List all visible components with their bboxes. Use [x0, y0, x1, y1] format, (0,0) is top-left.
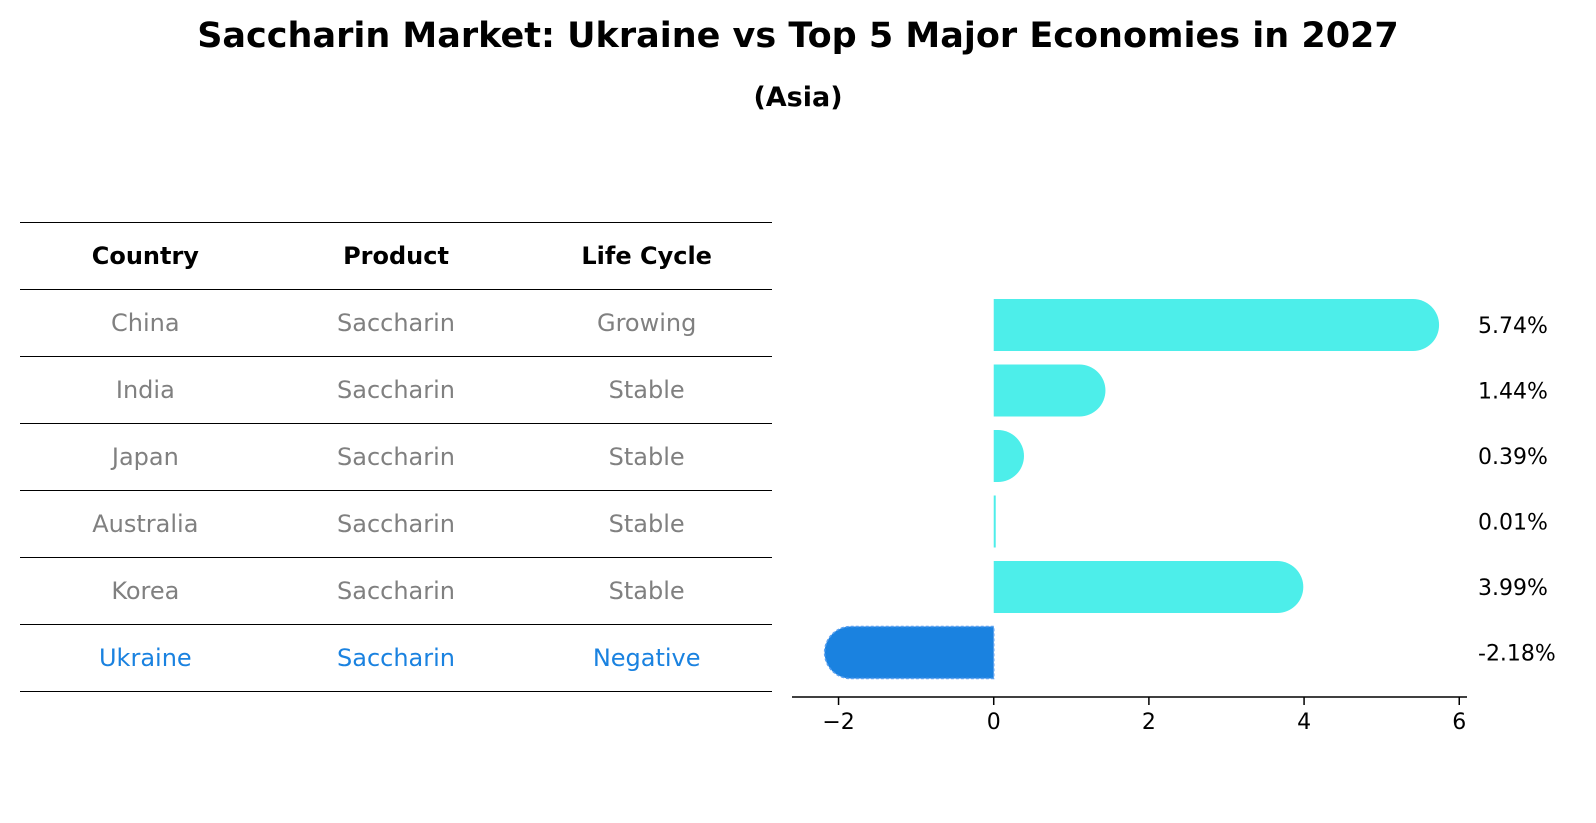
table-header-row: Country Product Life Cycle — [20, 222, 772, 289]
header-life-cycle: Life Cycle — [581, 242, 712, 270]
cell-country: Korea — [111, 577, 180, 605]
table-row: China Saccharin Growing — [20, 289, 772, 356]
cell-life-cycle: Stable — [608, 577, 685, 605]
cell-life-cycle: Negative — [592, 644, 701, 672]
value-label-australia: 0.01% — [1478, 511, 1548, 536]
cell-country: Japan — [111, 443, 179, 471]
header-product: Product — [343, 242, 449, 270]
bar-china — [993, 299, 1440, 351]
value-label-ukraine: -2.18% — [1478, 642, 1556, 667]
table-row: Japan Saccharin Stable — [20, 423, 772, 490]
x-tick-label: −2 — [822, 710, 854, 735]
cell-product: Saccharin — [337, 309, 455, 337]
x-tick-label: 4 — [1297, 710, 1311, 735]
bar-australia — [993, 495, 996, 548]
value-label-japan: 0.39% — [1478, 445, 1548, 470]
cell-product: Saccharin — [337, 443, 455, 471]
cell-product: Saccharin — [337, 644, 455, 672]
cell-country: India — [115, 376, 175, 404]
table-row: India Saccharin Stable — [20, 356, 772, 423]
cell-country: China — [111, 309, 180, 337]
header-country: Country — [91, 242, 199, 270]
cell-country: Ukraine — [98, 644, 192, 672]
x-tick-label: 2 — [1142, 710, 1156, 735]
bar-india — [993, 364, 1106, 417]
value-label-korea: 3.99% — [1478, 576, 1548, 601]
bar-korea — [993, 561, 1304, 613]
cell-life-cycle: Growing — [596, 309, 697, 337]
table-row: Australia Saccharin Stable — [20, 490, 772, 557]
bar-japan — [993, 430, 1024, 482]
table-row-highlight: Ukraine Saccharin Negative — [20, 624, 772, 692]
cell-life-cycle: Stable — [608, 376, 685, 404]
x-tick-label: 0 — [987, 710, 1001, 735]
bar-ukraine — [823, 625, 995, 680]
data-table: Country Product Life Cycle China Sacchar… — [20, 222, 772, 692]
cell-life-cycle: Stable — [608, 510, 685, 538]
cell-life-cycle: Stable — [608, 443, 685, 471]
value-label-china: 5.74% — [1478, 314, 1548, 339]
cell-product: Saccharin — [337, 577, 455, 605]
cell-country: Australia — [92, 510, 199, 538]
chart-subtitle: (Asia) — [753, 82, 843, 113]
value-label-india: 1.44% — [1478, 380, 1548, 405]
x-tick-label: 6 — [1452, 710, 1466, 735]
cell-product: Saccharin — [337, 376, 455, 404]
chart-title: Saccharin Market: Ukraine vs Top 5 Major… — [197, 16, 1399, 56]
table-row: Korea Saccharin Stable — [20, 557, 772, 624]
cell-product: Saccharin — [337, 510, 455, 538]
